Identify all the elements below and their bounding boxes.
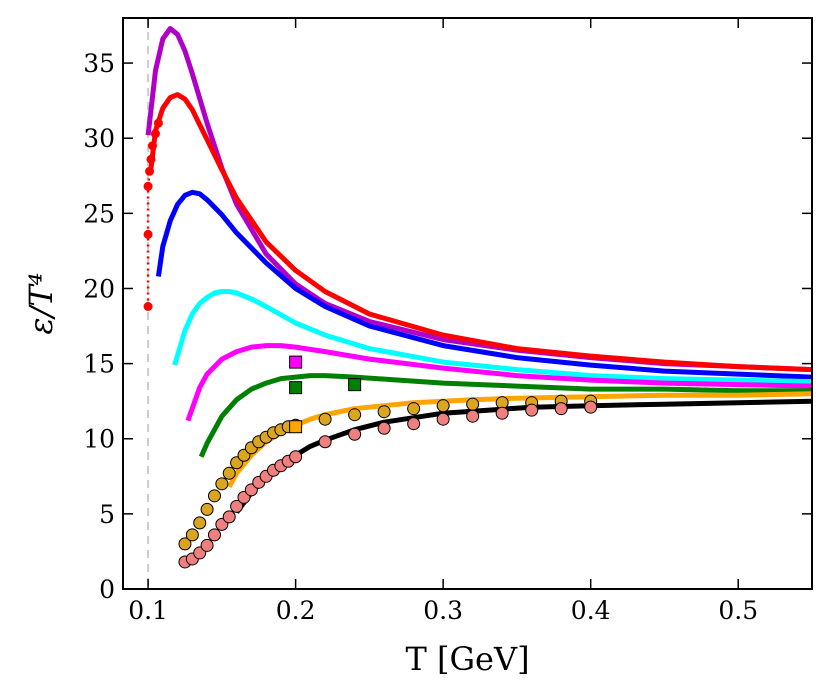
- series-line-3: [155, 189, 812, 380]
- series-2-point-1: [143, 229, 153, 239]
- x-tick-label-1: 0.2: [276, 596, 316, 625]
- series-10-point-4: [207, 528, 221, 542]
- series-10-point-16: [318, 435, 332, 449]
- series-line-0: [145, 26, 812, 373]
- series-9-point-5: [215, 477, 229, 491]
- y-tick-label-5: 25: [83, 199, 115, 228]
- series-9-point-6: [222, 466, 236, 480]
- series-10-point-19: [407, 417, 421, 431]
- y-tick-label-1: 5: [99, 500, 115, 529]
- series-9-point-17: [348, 408, 362, 422]
- y-tick-label-3: 15: [83, 350, 115, 379]
- series-2-point-5: [148, 141, 158, 151]
- series-11-square-0: [289, 355, 303, 369]
- series-10-point-22: [495, 406, 509, 420]
- series-10-point-3: [200, 538, 214, 552]
- series-line-1: [148, 92, 812, 373]
- series-12-square-0: [289, 381, 303, 395]
- series-10-point-23: [525, 403, 539, 417]
- series-9-point-16: [318, 412, 332, 426]
- x-tick-label-3: 0.4: [571, 596, 611, 625]
- series-10-point-18: [377, 421, 391, 435]
- series-9-point-20: [436, 399, 450, 413]
- series-9-point-21: [466, 397, 480, 411]
- series-2-point-7: [153, 118, 163, 128]
- series-line-6: [198, 373, 812, 458]
- series-12-square-1: [348, 378, 362, 392]
- series-2-point-2: [143, 181, 153, 191]
- series-9-point-18: [377, 405, 391, 419]
- x-tick-label-2: 0.3: [423, 596, 463, 625]
- series-line-5: [185, 343, 812, 422]
- series-9-point-4: [207, 489, 221, 503]
- series-9-point-19: [407, 402, 421, 416]
- x-axis-title: T [GeV]: [405, 640, 529, 678]
- series-2-point-3: [145, 166, 155, 176]
- series-2-point-6: [150, 129, 160, 139]
- series-9-point-1: [185, 528, 199, 542]
- series-2-point-0: [143, 302, 153, 312]
- series-9-point-3: [200, 502, 214, 516]
- plot-area: [143, 18, 812, 589]
- series-10-point-20: [436, 412, 450, 426]
- y-tick-label-7: 35: [83, 49, 115, 78]
- series-10-point-17: [348, 427, 362, 441]
- series-10-point-21: [466, 409, 480, 423]
- series-10-point-6: [222, 510, 236, 524]
- y-tick-label-2: 10: [83, 425, 115, 454]
- series-13-square-0: [289, 420, 303, 434]
- y-tick-label-6: 30: [83, 124, 115, 153]
- plot-frame: [122, 17, 813, 590]
- series-line-4: [172, 289, 812, 385]
- x-tick-label-4: 0.5: [718, 596, 758, 625]
- y-tick-label-4: 20: [83, 274, 115, 303]
- series-9-point-0: [178, 537, 192, 551]
- series-2-point-4: [146, 154, 156, 164]
- y-axis-title: ε/T⁴: [22, 272, 60, 334]
- series-10-point-24: [554, 402, 568, 416]
- series-10-point-25: [584, 400, 598, 414]
- series-9-point-2: [193, 516, 207, 530]
- x-tick-label-0: 0.1: [128, 596, 168, 625]
- y-tick-label-0: 0: [99, 575, 115, 604]
- axis-ticks: 0.1 0.2 0.3 0.4 0.5 0 5 10 15 20 25 30 35: [83, 18, 812, 625]
- series-10-point-7: [230, 499, 244, 513]
- series-10-point-15: [289, 450, 303, 464]
